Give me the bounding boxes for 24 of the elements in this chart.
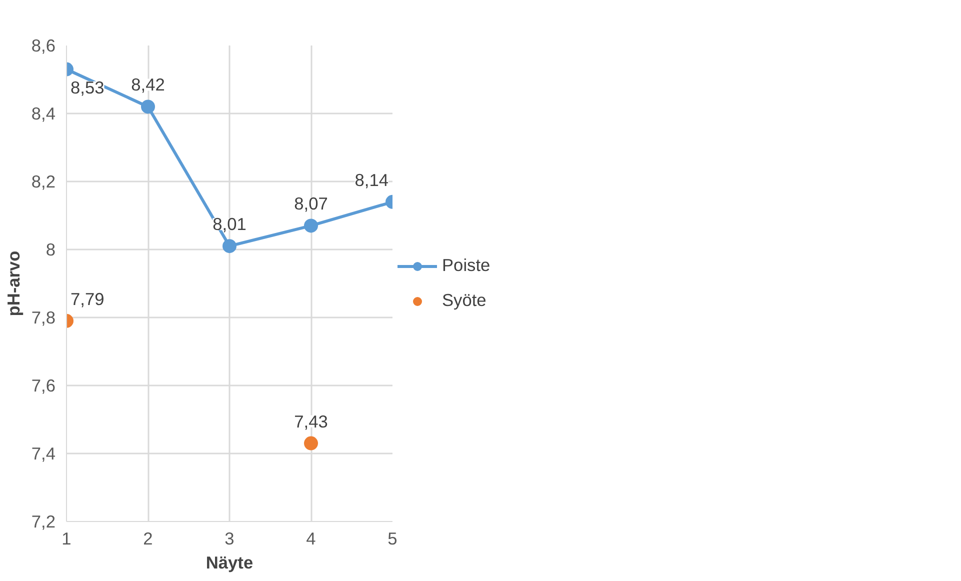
y-tick-label: 8 [46,240,56,260]
x-axis-title: Näyte [206,552,254,572]
y-tick-label: 7,2 [31,512,56,532]
x-tick-label: 5 [388,528,398,548]
y-tick-label: 8,6 [31,36,56,56]
data-label: 8,14 [354,170,389,190]
y-tick-label: 7,4 [31,444,56,464]
y-tick-label: 7,8 [31,308,56,328]
y-tick-label: 8,2 [31,172,56,192]
data-label: 8,01 [212,214,246,234]
legend-label: Syöte [442,290,486,311]
x-tick-label: 3 [224,528,234,548]
data-label: 8,07 [294,194,328,214]
data-label: 7,43 [294,411,328,432]
x-tick-label: 4 [306,528,316,548]
data-label: 7,79 [70,288,104,309]
x-tick-label: 1 [62,528,72,548]
data-label: 8,53 [70,77,104,98]
y-tick-label: 8,4 [31,104,56,124]
y-tick-label: 7,6 [31,376,56,396]
data-label: 8,42 [131,74,165,95]
legend-label: Poiste [442,255,490,276]
y-axis-title: pH-arvo [3,250,24,316]
x-tick-label: 2 [143,528,153,548]
